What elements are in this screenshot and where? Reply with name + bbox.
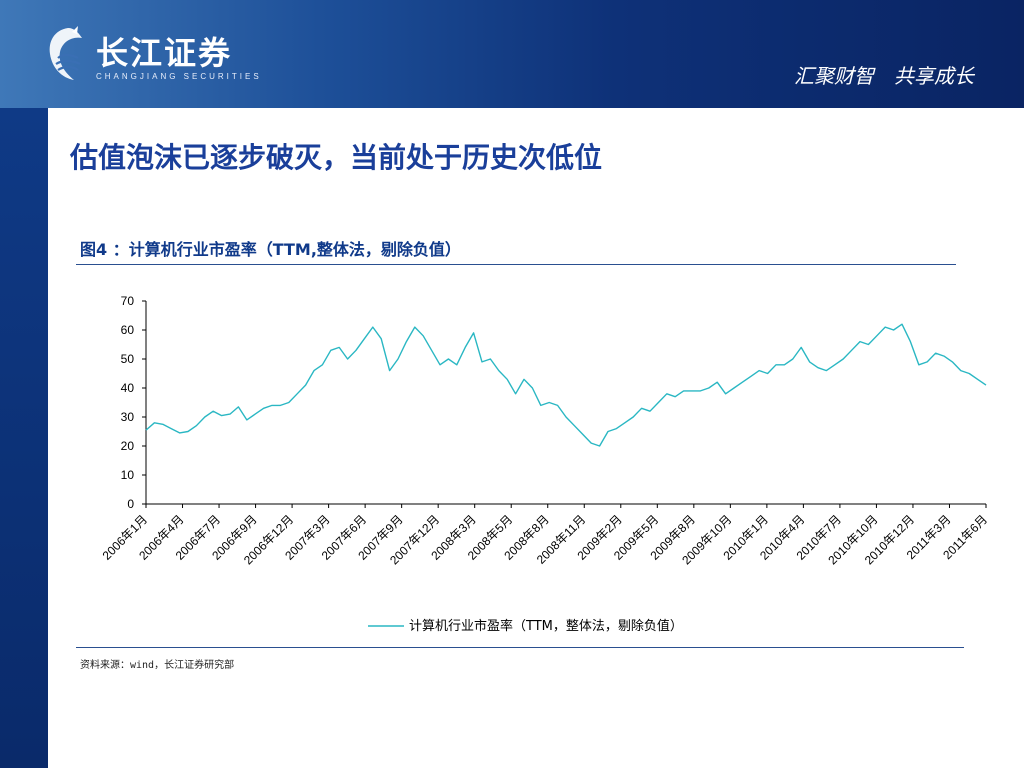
changjiang-logo-icon: [49, 26, 82, 80]
header-banner: 长江证券 CHANGJIANG SECURITIES 汇聚财智 共享成长: [0, 0, 1024, 108]
logo-english-name: CHANGJIANG SECURITIES: [96, 72, 262, 81]
y-tick-label: 10: [121, 468, 135, 482]
pe-ratio-line-chart: 0102030405060702006年1月2006年4月2006年7月2006…: [100, 294, 990, 634]
slide-content: 估值泡沫已逐步破灭，当前处于历史次低位 图4 ：计算机行业市盈率（TTM,整体法…: [48, 108, 1024, 768]
logo-chinese-name: 长江证券: [96, 34, 233, 72]
legend-label: 计算机行业市盈率（TTM，整体法，剔除负值）: [409, 618, 683, 634]
caption-divider: [76, 264, 956, 265]
slide-title: 估值泡沫已逐步破灭，当前处于历史次低位: [70, 141, 603, 174]
y-tick-label: 50: [121, 352, 135, 366]
y-tick-label: 0: [127, 497, 134, 511]
data-source-note: 资料来源：wind，长江证券研究部: [80, 660, 235, 671]
slogan: 汇聚财智 共享成长: [794, 64, 974, 88]
y-tick-label: 30: [121, 410, 135, 424]
y-tick-label: 40: [121, 381, 135, 395]
source-divider: [76, 647, 964, 648]
company-logo: 长江证券 CHANGJIANG SECURITIES: [44, 24, 284, 88]
series-line: [145, 323, 987, 447]
figure-caption: 图4 ：计算机行业市盈率（TTM,整体法，剔除负值）: [80, 240, 461, 259]
y-tick-label: 20: [121, 439, 135, 453]
y-tick-label: 70: [121, 294, 135, 308]
y-tick-label: 60: [121, 323, 135, 337]
left-decorative-band: [0, 108, 48, 768]
